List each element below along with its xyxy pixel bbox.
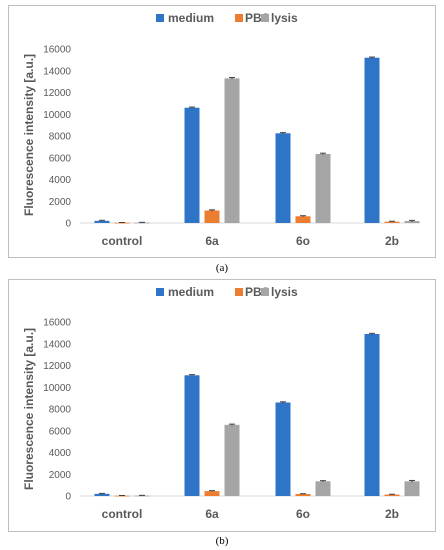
chart2-legend-swatch-medium	[156, 288, 164, 296]
chart1-bar-pbs-6a	[204, 210, 220, 223]
chart1-legend-swatch-lysis	[261, 14, 269, 22]
chart2-ytick-label: 16000	[43, 318, 71, 329]
chart1-ytick-label: 0	[65, 219, 71, 230]
chart1-legend-label-medium: medium	[168, 11, 214, 25]
chart1-x-category-label: 6o	[296, 234, 310, 248]
chart1-x-category-label: control	[102, 234, 143, 248]
chart2-bar-pbs-2b	[384, 494, 400, 496]
chart2-ytick-label: 14000	[43, 339, 71, 350]
chart2-ytick-label: 8000	[49, 405, 72, 416]
chart2-x-category-label: 6o	[296, 507, 310, 521]
chart2-ytick-label: 2000	[49, 470, 72, 481]
chart2-x-category-label: 6a	[205, 507, 219, 521]
chart1-legend-swatch-medium	[156, 14, 164, 22]
chart2-legend-label-medium: medium	[168, 285, 214, 299]
chart2-bar-medium-control	[94, 493, 110, 496]
chart2-legend-label-lysis: lysis	[271, 285, 298, 299]
chart1-bar-lysis-control	[134, 222, 150, 224]
chart1-x-category-label: 2b	[385, 234, 399, 248]
chart1-legend-swatch-pbs	[235, 14, 243, 22]
chart1-legend-label-lysis: lysis	[271, 11, 298, 25]
chart2-bar-pbs-6a	[204, 491, 220, 496]
chart1-bar-lysis-6a	[224, 78, 240, 223]
chart2-bar-medium-2b	[364, 333, 380, 496]
chart1-ytick-label: 12000	[43, 88, 71, 99]
chart1-bar-pbs-control	[114, 222, 130, 224]
chart2-bar-pbs-6o	[295, 494, 311, 496]
chart2-bar-lysis-2b	[404, 481, 420, 496]
chart2-ytick-label: 0	[65, 492, 71, 503]
chart1-bar-medium-2b	[364, 57, 380, 224]
chart1-bar-medium-6a	[184, 107, 200, 223]
chart1-y-axis-title: Fluorescence intensity [a.u.]	[22, 54, 36, 216]
chart2-y-axis-title: Fluorescence intensity [a.u.]	[22, 328, 36, 490]
chart2-legend-swatch-lysis	[261, 288, 269, 296]
chart2-bar-medium-6a	[184, 375, 200, 496]
chart2-bar-pbs-control	[114, 495, 130, 497]
chart1-ytick-label: 14000	[43, 66, 71, 77]
chart1-ytick-label: 2000	[49, 197, 72, 208]
chart1-x-category-label: 6a	[205, 234, 219, 248]
caption-a: (a)	[215, 262, 229, 274]
chart1-ytick-label: 16000	[43, 45, 71, 56]
caption-b: (b)	[215, 535, 229, 547]
chart1-ytick-label: 4000	[49, 175, 72, 186]
chart1-bar-medium-6o	[275, 133, 291, 223]
chart1-bar-lysis-6o	[315, 153, 331, 223]
chart1-ytick-label: 6000	[49, 153, 72, 164]
chart1-bar-pbs-2b	[384, 221, 400, 223]
chart2-ytick-label: 12000	[43, 361, 71, 372]
chart1-bar-medium-control	[94, 220, 110, 223]
chart2-x-category-label: control	[102, 507, 143, 521]
chart2-bar-lysis-control	[134, 495, 150, 497]
chart2-legend-swatch-pbs	[235, 288, 243, 296]
chart1-bar-lysis-2b	[404, 221, 420, 223]
chart2-bar-lysis-6o	[315, 481, 331, 496]
chart2-bar-lysis-6a	[224, 424, 240, 496]
chart2-ytick-label: 10000	[43, 383, 71, 394]
chart2-x-category-label: 2b	[385, 507, 399, 521]
chart2-ytick-label: 4000	[49, 448, 72, 459]
chart2-ytick-label: 6000	[49, 426, 72, 437]
chart1-ytick-label: 8000	[49, 132, 72, 143]
chart2-bar-medium-6o	[275, 402, 291, 496]
chart1-bar-pbs-6o	[295, 216, 311, 223]
chart1-ytick-label: 10000	[43, 110, 71, 121]
